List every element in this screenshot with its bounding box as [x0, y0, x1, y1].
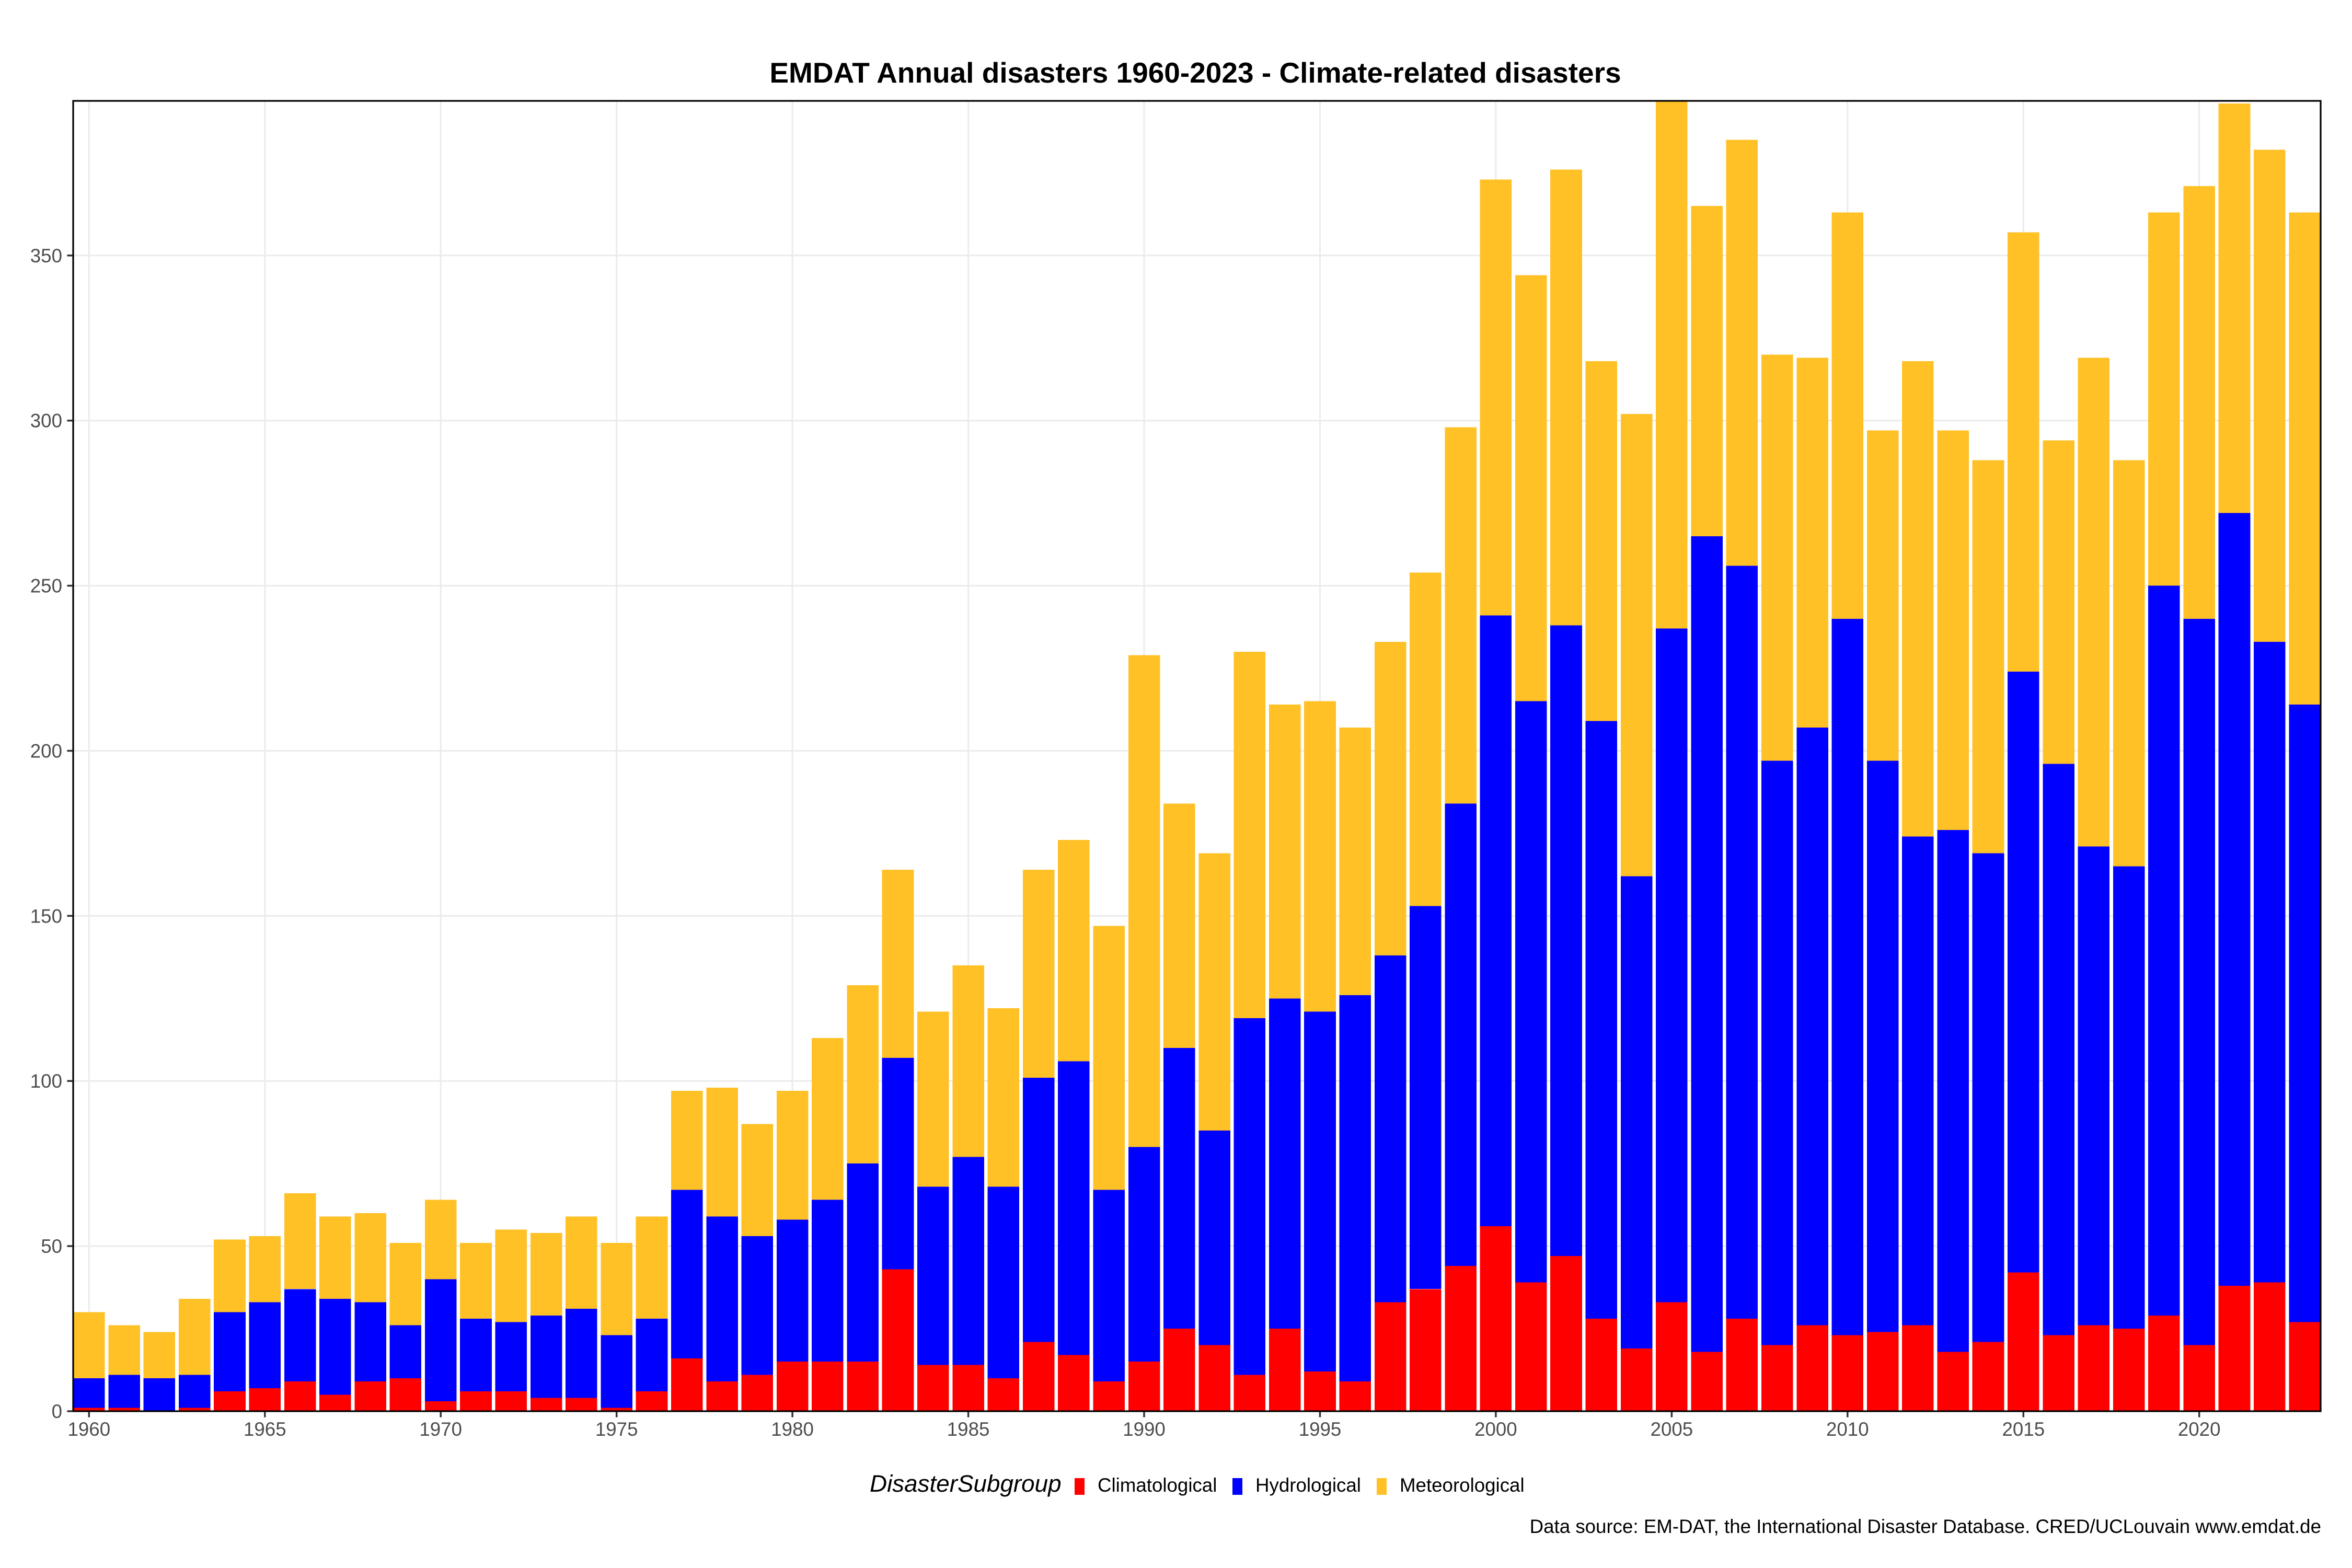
svg-text:300: 300: [30, 410, 62, 432]
svg-text:2015: 2015: [2002, 1419, 2045, 1440]
svg-text:Meteorological: Meteorological: [1400, 1474, 1525, 1496]
svg-text:1990: 1990: [1123, 1419, 1166, 1440]
svg-text:DisasterSubgroup: DisasterSubgroup: [870, 1470, 1062, 1497]
svg-text:1965: 1965: [244, 1419, 286, 1440]
svg-text:1975: 1975: [595, 1419, 638, 1440]
svg-text:Climatological: Climatological: [1098, 1474, 1217, 1496]
svg-text:Hydrological: Hydrological: [1255, 1474, 1361, 1496]
svg-text:1970: 1970: [419, 1419, 462, 1440]
svg-text:350: 350: [30, 245, 62, 267]
svg-text:50: 50: [41, 1236, 62, 1257]
svg-text:EMDAT Annual disasters 1960-20: EMDAT Annual disasters 1960-2023 - Clima…: [769, 56, 1621, 89]
svg-text:0: 0: [52, 1401, 62, 1422]
svg-text:150: 150: [30, 905, 62, 927]
svg-text:2020: 2020: [2178, 1419, 2221, 1440]
svg-text:100: 100: [30, 1070, 62, 1092]
svg-text:2005: 2005: [1651, 1419, 1693, 1440]
svg-text:Data source: EM-DAT, the Inter: Data source: EM-DAT, the International D…: [1530, 1516, 2321, 1537]
svg-text:1985: 1985: [947, 1419, 990, 1440]
svg-text:1995: 1995: [1299, 1419, 1342, 1440]
svg-text:2010: 2010: [1826, 1419, 1869, 1440]
svg-text:1960: 1960: [67, 1419, 110, 1440]
svg-text:200: 200: [30, 741, 62, 762]
svg-text:2000: 2000: [1474, 1419, 1517, 1440]
svg-text:250: 250: [30, 575, 62, 597]
svg-text:1980: 1980: [771, 1419, 814, 1440]
